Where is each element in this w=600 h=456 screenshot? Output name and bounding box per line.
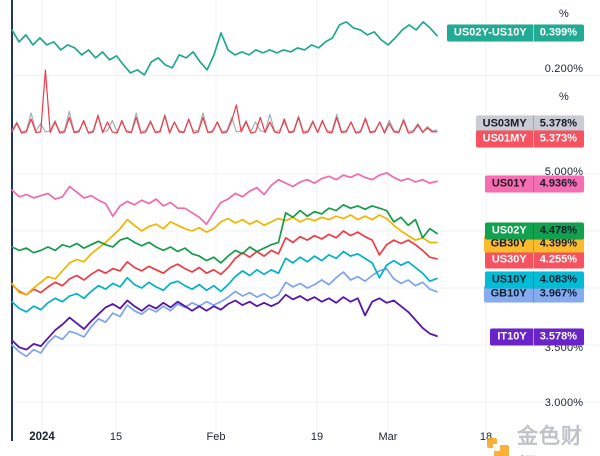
- series-line-us30y: [11, 230, 438, 296]
- series-line-us10y: [11, 250, 438, 313]
- watermark-text: 金色财经: [517, 425, 583, 456]
- series-line-gb30y: [11, 214, 438, 296]
- series-line-it10y: [11, 293, 438, 351]
- series-line-us02y-us10y: [11, 21, 438, 76]
- series-line-us01y: [11, 172, 438, 226]
- jinse-logo-icon: [486, 437, 513, 456]
- series-line-gb10y: [11, 267, 438, 358]
- series-line-us01my: [11, 69, 438, 134]
- series-line-us03my: [11, 110, 438, 133]
- watermark: 金色财经: [486, 420, 600, 456]
- series-line-us02y: [11, 203, 438, 264]
